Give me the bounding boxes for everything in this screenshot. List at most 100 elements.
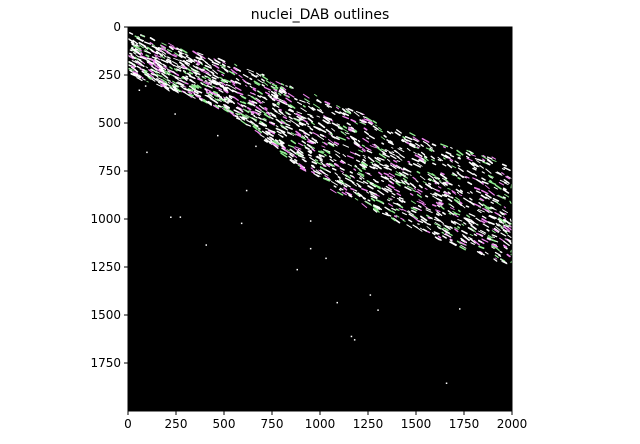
- nucleus-outline: [396, 156, 403, 161]
- nucleus-outline: [327, 139, 334, 144]
- nucleus-outline: [401, 181, 406, 184]
- nucleus-outline: [498, 221, 505, 224]
- nucleus-outline: [130, 72, 138, 77]
- nucleus-outline: [349, 135, 358, 141]
- nucleus-outline: [155, 50, 164, 57]
- nucleus-outline: [312, 132, 319, 136]
- nucleus-outline: [280, 143, 285, 148]
- nucleus-outline: [475, 217, 481, 222]
- y-tick-label: 1000: [90, 212, 121, 226]
- nucleus-outline: [467, 192, 470, 194]
- nucleus-outline: [340, 170, 345, 173]
- nucleus-outline: [289, 104, 296, 109]
- nucleus-outline: [138, 44, 144, 49]
- nucleus-outline: [178, 53, 187, 59]
- nucleus-outline: [476, 160, 481, 164]
- nucleus-outline: [223, 89, 229, 93]
- nucleus-outline: [471, 162, 479, 168]
- nucleus-outline: [472, 177, 477, 180]
- nucleus-outline: [333, 141, 340, 145]
- nucleus-outline: [222, 61, 226, 64]
- nucleus-outline: [470, 227, 477, 233]
- nucleus-outline: [497, 218, 503, 222]
- nucleus-outline: [448, 203, 451, 206]
- nucleus-outline: [493, 186, 498, 190]
- nucleus-outline: [280, 83, 285, 86]
- nucleus-outline: [317, 150, 325, 154]
- nucleus-outline: [453, 220, 462, 226]
- nucleus-outline: [346, 122, 351, 126]
- nucleus-outline: [272, 102, 277, 106]
- nucleus-outline: [338, 179, 344, 183]
- nucleus-outline: [426, 226, 432, 231]
- nucleus-outline: [434, 182, 437, 185]
- stray-outline: [445, 382, 448, 384]
- nucleus-outline: [188, 71, 194, 75]
- nucleus-outline: [257, 95, 261, 98]
- nucleus-outline: [266, 131, 274, 137]
- nucleus-outline: [342, 144, 350, 148]
- nucleus-outline: [390, 217, 396, 222]
- nucleus-outline: [432, 178, 440, 185]
- nucleus-outline: [221, 105, 227, 110]
- nucleus-outline: [127, 38, 135, 43]
- nucleus-outline: [145, 71, 150, 75]
- nucleus-outline: [441, 231, 445, 234]
- nucleus-outline: [254, 109, 262, 114]
- nucleus-outline: [372, 125, 379, 131]
- nucleus-outline: [489, 210, 493, 214]
- nucleus-outline: [391, 207, 397, 211]
- nucleus-outline: [391, 146, 394, 149]
- nucleus-outline: [164, 70, 172, 76]
- nucleus-outline: [223, 106, 229, 110]
- nucleus-outline: [133, 52, 136, 55]
- nucleus-outline: [380, 148, 386, 152]
- nucleus-outline: [354, 165, 358, 168]
- nucleus-outline: [286, 149, 291, 152]
- nucleus-outline: [384, 176, 390, 180]
- nucleus-outline: [455, 188, 463, 194]
- nucleus-outline: [427, 143, 431, 147]
- nucleus-outline: [252, 88, 257, 92]
- nucleus-outline: [261, 122, 268, 127]
- image-area: [128, 27, 512, 411]
- nucleus-outline: [309, 127, 314, 131]
- nucleus-outline: [198, 98, 203, 102]
- nucleus-outline: [258, 104, 265, 110]
- nucleus-outline: [269, 112, 277, 117]
- nucleus-outline: [400, 179, 404, 182]
- nucleus-outline: [402, 168, 406, 171]
- nucleus-outline: [305, 147, 310, 150]
- nucleus-outline: [478, 240, 483, 243]
- nucleus-outline: [408, 219, 413, 223]
- nucleus-outline: [418, 199, 425, 204]
- nucleus-outline: [270, 93, 278, 99]
- nucleus-outline: [192, 65, 199, 70]
- nucleus-outline: [412, 176, 417, 181]
- nucleus-outline: [392, 202, 399, 206]
- nucleus-outline: [439, 181, 446, 187]
- y-tick-label: 0: [113, 20, 121, 34]
- nucleus-outline: [179, 48, 188, 54]
- nucleus-outline: [214, 59, 221, 64]
- nucleus-outline: [278, 90, 283, 94]
- nucleus-outline: [383, 172, 389, 176]
- nucleus-outline: [358, 168, 363, 173]
- nucleus-outline: [184, 62, 190, 67]
- nucleus-outline: [135, 43, 140, 47]
- nucleus-outline: [503, 225, 510, 232]
- nucleus-outline: [459, 189, 463, 193]
- nucleus-outline: [355, 193, 360, 196]
- nucleus-outline: [436, 204, 441, 208]
- nucleus-outline: [344, 110, 352, 115]
- nucleus-outline: [502, 216, 507, 220]
- nucleus-outline: [280, 131, 284, 134]
- nucleus-outline: [388, 197, 392, 201]
- nucleus-outline: [149, 57, 156, 62]
- nucleus-outline: [194, 74, 201, 80]
- nucleus-outline: [289, 119, 297, 125]
- nucleus-outline: [163, 65, 168, 69]
- nucleus-outline: [412, 206, 420, 211]
- nucleus-outline: [488, 180, 497, 186]
- nucleus-outline: [503, 179, 510, 184]
